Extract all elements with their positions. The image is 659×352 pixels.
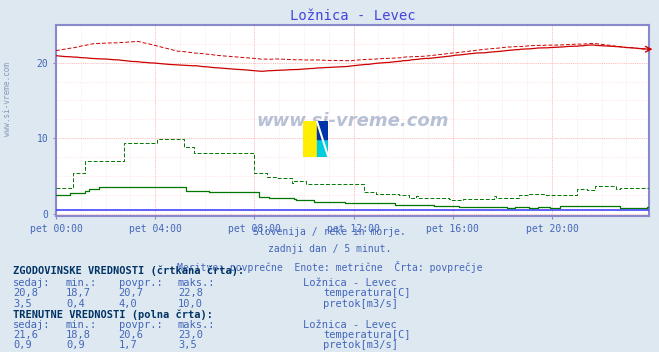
Text: povpr.:: povpr.: (119, 278, 162, 288)
Text: 0,9: 0,9 (13, 340, 32, 350)
Text: temperatura[C]: temperatura[C] (323, 289, 411, 298)
Text: maks.:: maks.: (178, 320, 215, 330)
Text: povpr.:: povpr.: (119, 320, 162, 330)
Text: maks.:: maks.: (178, 278, 215, 288)
Text: min.:: min.: (66, 278, 97, 288)
Text: TRENUTNE VREDNOSTI (polna črta):: TRENUTNE VREDNOSTI (polna črta): (13, 309, 213, 320)
Text: Slovenija / reke in morje.: Slovenija / reke in morje. (253, 227, 406, 237)
Title: Ložnica - Levec: Ložnica - Levec (290, 10, 415, 24)
Text: min.:: min.: (66, 320, 97, 330)
Text: 0,9: 0,9 (66, 340, 84, 350)
Text: ZGODOVINSKE VREDNOSTI (črtkana črta):: ZGODOVINSKE VREDNOSTI (črtkana črta): (13, 266, 244, 276)
Text: 0,4: 0,4 (66, 299, 84, 309)
Text: 18,7: 18,7 (66, 289, 91, 298)
Bar (317, 121, 328, 139)
Text: 20,7: 20,7 (119, 289, 144, 298)
Text: 3,5: 3,5 (178, 340, 196, 350)
Text: 1,7: 1,7 (119, 340, 137, 350)
Text: sedaj:: sedaj: (13, 278, 51, 288)
Text: zadnji dan / 5 minut.: zadnji dan / 5 minut. (268, 244, 391, 254)
Text: pretok[m3/s]: pretok[m3/s] (323, 340, 398, 350)
Text: Ložnica - Levec: Ložnica - Levec (303, 278, 397, 288)
Bar (303, 121, 317, 157)
Text: 20,8: 20,8 (13, 289, 38, 298)
Text: www.si-vreme.com: www.si-vreme.com (3, 62, 13, 136)
Text: sedaj:: sedaj: (13, 320, 51, 330)
Text: 20,6: 20,6 (119, 331, 144, 340)
Text: 18,8: 18,8 (66, 331, 91, 340)
Text: temperatura[C]: temperatura[C] (323, 331, 411, 340)
Text: 21,6: 21,6 (13, 331, 38, 340)
Text: 23,0: 23,0 (178, 331, 203, 340)
Text: Ložnica - Levec: Ložnica - Levec (303, 320, 397, 330)
Text: 22,8: 22,8 (178, 289, 203, 298)
Text: 4,0: 4,0 (119, 299, 137, 309)
Text: pretok[m3/s]: pretok[m3/s] (323, 299, 398, 309)
Bar (317, 139, 328, 157)
Text: 10,0: 10,0 (178, 299, 203, 309)
Text: 3,5: 3,5 (13, 299, 32, 309)
Text: www.si-vreme.com: www.si-vreme.com (256, 112, 449, 130)
Text: Meritve: povprečne  Enote: metrične  Črta: povprečje: Meritve: povprečne Enote: metrične Črta:… (177, 261, 482, 273)
